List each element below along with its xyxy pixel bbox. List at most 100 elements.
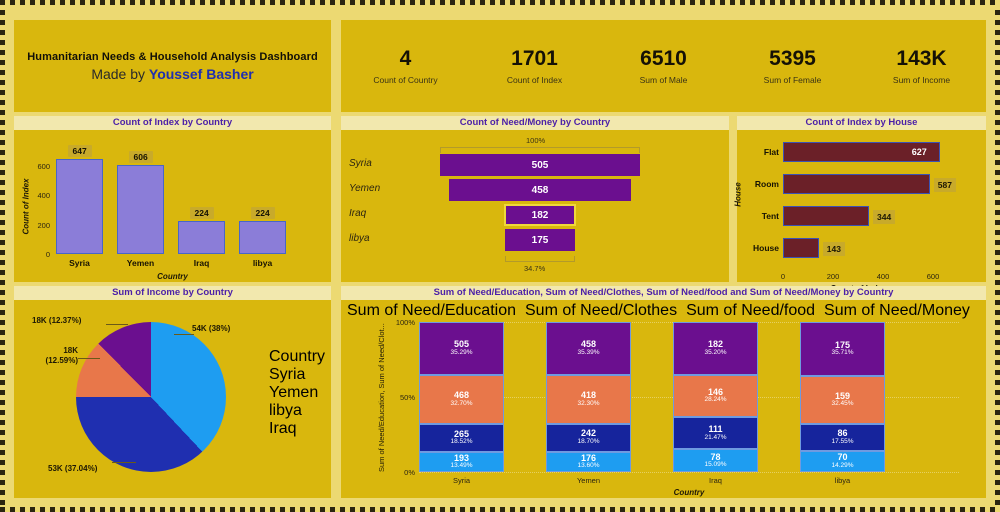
funnel-category-syria: Syria: [349, 158, 372, 169]
x-tick-label: Syria: [69, 258, 90, 268]
legend-item-syria[interactable]: Syria: [269, 366, 325, 384]
chart-needs-by-country-stacked[interactable]: Sum of Need/Education, Sum of Need/Cloth…: [341, 286, 986, 498]
legend-item-sum-of-need-money[interactable]: Sum of Need/Money: [824, 302, 970, 320]
legend-item-iraq[interactable]: Iraq: [269, 420, 325, 438]
kpi-card-count-of-country[interactable]: 4 Count of Country: [341, 20, 470, 112]
kpi-card-sum-of-female[interactable]: 5395 Sum of Female: [728, 20, 857, 112]
chart-plot-area: Flat 627 Room 587 Tent 344 House 143 0 200 400 600C…: [733, 116, 986, 293]
kpi-label: Sum of Male: [639, 75, 688, 85]
house-bar-room[interactable]: [783, 174, 930, 194]
legend-item-libya[interactable]: libya: [269, 402, 325, 420]
stack-segment-libya-sum-of-need-clothes[interactable]: 86 17.55%: [800, 424, 885, 451]
segment-percent: 17.55%: [831, 437, 854, 445]
chart-count-of-index-by-house[interactable]: Count of Index by House Flat 627 Room 587 Te…: [733, 116, 986, 293]
kpi-value: 1701: [511, 47, 558, 70]
y-axis-title: Count of Index: [21, 178, 31, 235]
funnel-bar-libya[interactable]: 175: [505, 229, 575, 251]
house-category-house: House: [753, 243, 779, 253]
kpi-card-sum-of-income[interactable]: 143K Sum of Income: [857, 20, 986, 112]
x-tick-label: libya: [252, 258, 273, 268]
funnel-top-percent: 100%: [526, 136, 546, 145]
y-tick-label: 200: [37, 220, 50, 230]
legend-item-sum-of-need-food[interactable]: Sum of Need/food: [686, 302, 815, 320]
x-tick-label: Yemen: [126, 258, 155, 268]
stack-segment-yemen-sum-of-need-education[interactable]: 176 13.60%: [546, 451, 631, 472]
chart-count-of-index-by-country[interactable]: Count of Index by Country 0 200 400 600 647 S…: [14, 116, 331, 282]
stack-segment-syria-sum-of-need-clothes[interactable]: 265 18.52%: [419, 423, 504, 452]
house-bar-value-label: 627: [911, 147, 927, 157]
legend-item-label: libya: [269, 402, 302, 419]
bar-iraq[interactable]: [178, 221, 225, 254]
stack-segment-iraq-sum-of-need-clothes[interactable]: 111 21.47%: [673, 417, 758, 450]
y-axis-title: House: [733, 182, 743, 207]
house-bar-value-label: 587: [933, 178, 956, 192]
segment-percent: 15.09%: [704, 460, 727, 468]
stacked-legend: Sum of Need/Education Sum of Need/Clothes…: [347, 302, 970, 320]
kpi-value: 5395: [769, 47, 816, 70]
chart-sum-of-income-by-country[interactable]: Sum of Income by Country 54K (38%) 53K (3…: [14, 286, 331, 498]
segment-percent: 32.70%: [450, 399, 473, 407]
legend-item-sum-of-need-clothes[interactable]: Sum of Need/Clothes: [525, 302, 677, 320]
bar-value-label: 606: [128, 150, 153, 163]
made-by-text: Made by: [91, 65, 149, 82]
x-tick-label: 0: [780, 272, 786, 281]
kpi-label: Count of Country: [373, 75, 438, 85]
y-tick-label: 0%: [404, 468, 415, 477]
stack-segment-libya-sum-of-need-education[interactable]: 70 14.29%: [800, 450, 885, 472]
funnel-bar-iraq[interactable]: 182: [503, 204, 577, 226]
segment-percent: 35.20%: [704, 348, 727, 356]
pie-label-yemen: 53K (37.04%): [48, 464, 98, 473]
bar-libya[interactable]: [239, 221, 286, 254]
chart-count-of-need-money-by-country[interactable]: Count of Need/Money by Country 100% Syria…: [341, 116, 729, 282]
stack-segment-yemen-sum-of-need-money[interactable]: 458 35.39%: [546, 322, 631, 376]
funnel-category-libya: libya: [349, 233, 370, 244]
chart-plot-area: Sum of Need/Education Sum of Need/Clothes…: [341, 286, 986, 498]
house-bar-house[interactable]: [783, 238, 819, 258]
stack-segment-syria-sum-of-need-education[interactable]: 193 13.49%: [419, 451, 504, 472]
kpi-card-sum-of-male[interactable]: 6510 Sum of Male: [599, 20, 728, 112]
segment-percent: 18.70%: [577, 437, 600, 445]
x-tick-label: 200: [826, 272, 840, 281]
stack-segment-iraq-sum-of-need-money[interactable]: 182 35.20%: [673, 322, 758, 375]
x-tick-label: libya: [834, 476, 851, 485]
stack-segment-libya-sum-of-need-food[interactable]: 159 32.45%: [800, 375, 885, 425]
bar-syria[interactable]: [56, 158, 103, 254]
house-bar-value-label: 143: [822, 242, 845, 256]
stack-segment-syria-sum-of-need-food[interactable]: 468 32.70%: [419, 374, 504, 424]
bar-yemen[interactable]: [117, 164, 164, 254]
y-axis-title: Sum of Need/Education, Sum of Need/Clot.…: [377, 323, 386, 472]
segment-percent: 32.45%: [831, 400, 854, 408]
stack-segment-yemen-sum-of-need-clothes[interactable]: 242 18.70%: [546, 423, 631, 452]
bar-value-label: 647: [67, 144, 92, 157]
kpi-label: Sum of Female: [763, 75, 822, 85]
y-tick-label: 600: [37, 161, 50, 171]
funnel-bar-syria[interactable]: 505: [440, 154, 640, 176]
legend-item-label: Sum of Need/food: [686, 302, 816, 319]
legend-title: Country: [269, 348, 326, 365]
segment-percent: 35.71%: [831, 349, 854, 357]
x-axis-title: Country: [157, 272, 188, 281]
stack-segment-iraq-sum-of-need-education[interactable]: 78 15.09%: [673, 449, 758, 472]
dashboard-title: Humanitarian Needs & Household Analysis …: [27, 50, 318, 63]
funnel-bar-yemen[interactable]: 458: [449, 179, 631, 201]
kpi-card-count-of-index[interactable]: 1701 Count of Index: [470, 20, 599, 112]
stack-segment-iraq-sum-of-need-food[interactable]: 146 28.24%: [673, 374, 758, 418]
kpi-label: Sum of Income: [892, 75, 951, 85]
segment-percent: 35.29%: [450, 348, 473, 356]
funnel-bottom-bracket: [505, 256, 575, 262]
bar-value-label: 224: [189, 207, 214, 220]
stack-segment-yemen-sum-of-need-food[interactable]: 418 32.30%: [546, 375, 631, 424]
stack-segment-syria-sum-of-need-money[interactable]: 505 35.29%: [419, 322, 504, 375]
pie-leader-line: [174, 334, 194, 335]
segment-percent: 13.49%: [450, 462, 473, 470]
pie-leader-line: [78, 358, 100, 359]
house-bar-tent[interactable]: [783, 206, 869, 226]
pie-disc[interactable]: [76, 322, 226, 472]
stack-segment-libya-sum-of-need-money[interactable]: 175 35.71%: [800, 322, 885, 376]
legend-item-yemen[interactable]: Yemen: [269, 384, 325, 402]
legend-item-sum-of-need-education[interactable]: Sum of Need/Education: [347, 302, 516, 320]
pie-leader-line: [106, 324, 128, 325]
x-axis-title: Country: [673, 488, 705, 497]
funnel-category-iraq: Iraq: [349, 208, 367, 219]
y-tick-label: 100%: [395, 318, 415, 327]
